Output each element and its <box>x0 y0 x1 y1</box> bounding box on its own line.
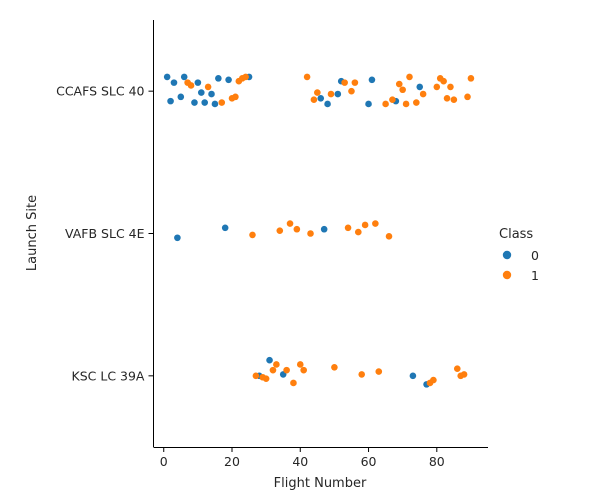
data-point-class-1 <box>447 83 454 91</box>
data-point-class-0 <box>221 224 229 232</box>
data-point-class-1 <box>300 366 307 374</box>
data-point-class-1 <box>290 379 297 387</box>
data-point-class-1 <box>303 73 311 81</box>
x-ticks: 0 20 40 60 80 <box>160 447 445 469</box>
data-point-class-0 <box>266 356 273 364</box>
x-tick-label: 40 <box>292 454 308 469</box>
data-point-class-1 <box>341 79 348 86</box>
data-point-class-1 <box>354 228 362 236</box>
x-tick-label: 60 <box>361 454 377 469</box>
data-point-class-0 <box>170 79 178 86</box>
data-point-class-0 <box>177 93 185 101</box>
data-point-class-1 <box>344 224 352 232</box>
data-point-class-1 <box>218 99 226 106</box>
data-point-class-0 <box>191 99 198 106</box>
legend-marker-class-1 <box>502 270 512 280</box>
data-point-class-1 <box>413 99 420 106</box>
data-point-class-0 <box>163 73 171 81</box>
y-axis-label: Launch Site <box>25 195 40 271</box>
data-point-class-1 <box>402 100 410 108</box>
data-point-class-0 <box>201 99 208 106</box>
data-point-class-1 <box>389 96 396 104</box>
data-point-class-1 <box>460 371 468 378</box>
data-point-class-1 <box>252 372 260 380</box>
y-tick-label: CCAFS SLC 40 <box>56 84 144 99</box>
data-point-class-1 <box>310 96 318 104</box>
data-point-class-1 <box>430 376 437 384</box>
data-point-class-0 <box>324 100 331 108</box>
x-tick-label: 20 <box>224 454 240 469</box>
data-point-class-1 <box>433 83 441 91</box>
legend: Class 01 <box>499 227 539 283</box>
data-point-class-1 <box>467 75 475 82</box>
y-tick-label: KSC LC 39A <box>72 368 145 383</box>
data-point-class-0 <box>167 97 174 105</box>
data-point-class-1 <box>187 82 195 89</box>
data-point-class-1 <box>382 100 389 108</box>
data-point-class-1 <box>358 371 366 378</box>
data-point-class-1 <box>307 230 314 237</box>
data-point-class-1 <box>273 361 280 368</box>
x-tick-label: 0 <box>160 454 168 469</box>
data-point-class-1 <box>464 93 471 101</box>
legend-label-class-1: 1 <box>531 268 539 283</box>
data-point-class-0 <box>215 75 222 82</box>
data-point-class-1 <box>276 227 284 234</box>
y-ticks: CCAFS SLC 40 VAFB SLC 4E KSC LC 39A <box>56 84 154 383</box>
data-point-class-0 <box>409 372 417 380</box>
data-point-class-1 <box>443 94 451 102</box>
data-point-class-1 <box>351 79 359 86</box>
data-point-class-0 <box>180 73 188 81</box>
data-point-class-1 <box>406 73 413 81</box>
data-point-class-1 <box>361 221 369 229</box>
data-point-class-0 <box>174 234 181 242</box>
data-point-class-0 <box>225 76 232 84</box>
data-point-class-1 <box>453 365 461 373</box>
data-point-class-0 <box>211 100 219 108</box>
data-point-class-1 <box>372 220 379 227</box>
data-point-class-1 <box>293 225 301 233</box>
data-point-class-1 <box>348 87 355 95</box>
data-point-class-1 <box>331 363 338 371</box>
x-tick-label: 80 <box>429 454 445 469</box>
data-point-class-1 <box>440 77 447 85</box>
data-point-class-0 <box>320 225 328 233</box>
legend-marker-class-0 <box>502 250 512 260</box>
data-point-class-1 <box>296 361 304 368</box>
data-point-class-1 <box>283 366 290 374</box>
data-point-class-0 <box>416 83 424 91</box>
data-point-class-1 <box>385 233 393 240</box>
data-point-class-1 <box>242 73 249 81</box>
data-point-class-0 <box>334 90 342 98</box>
data-point-class-1 <box>399 86 406 94</box>
data-point-class-1 <box>249 231 256 239</box>
data-point-class-1 <box>314 89 321 96</box>
x-axis-label: Flight Number <box>274 476 367 491</box>
legend-label-class-0: 0 <box>531 248 539 263</box>
legend-entries: 01 <box>502 248 539 283</box>
data-point-class-1 <box>450 96 458 104</box>
legend-title: Class <box>499 227 533 242</box>
data-point-class-0 <box>197 89 205 96</box>
data-point-class-1 <box>204 83 212 91</box>
data-point-class-1 <box>395 80 403 88</box>
data-point-class-0 <box>317 94 325 102</box>
data-point-class-1 <box>375 368 383 375</box>
data-point-class-0 <box>208 90 215 98</box>
data-point-class-1 <box>232 93 239 101</box>
data-point-class-1 <box>286 220 294 227</box>
data-point-class-1 <box>269 366 277 374</box>
data-point-class-0 <box>368 76 376 84</box>
data-point-class-0 <box>365 100 372 108</box>
data-points <box>163 73 475 388</box>
data-point-class-0 <box>194 79 202 86</box>
y-tick-label: VAFB SLC 4E <box>65 226 145 241</box>
data-point-class-1 <box>327 90 335 98</box>
data-point-class-1 <box>419 90 427 98</box>
data-point-class-1 <box>262 375 270 382</box>
